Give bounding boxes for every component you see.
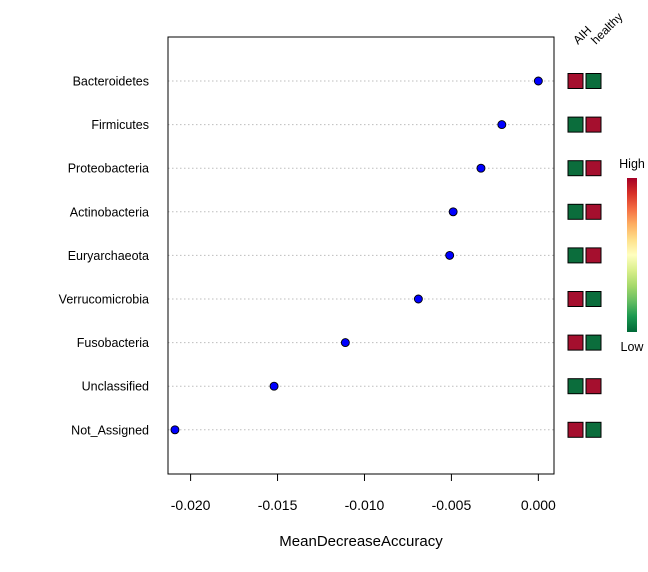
x-axis-label: MeanDecreaseAccuracy [279,533,443,550]
data-point [497,120,507,130]
y-tick-label: Fusobacteria [77,336,149,350]
x-tick-label: -0.015 [258,497,298,513]
x-tick-label: -0.005 [432,497,472,513]
y-tick-label: Firmicutes [91,118,149,132]
data-point [533,76,543,86]
y-tick-label: Not_Assigned [71,423,149,437]
heatmap-cell [585,334,602,351]
data-point [269,381,279,391]
heatmap-cell [585,160,602,177]
data-point [413,294,423,304]
heatmap-cell [567,421,584,438]
data-point [448,207,458,217]
colorbar [627,178,637,332]
data-point [445,250,455,260]
data-point [170,425,180,435]
heatmap-cell [585,116,602,133]
y-tick-label: Bacteroidetes [73,75,149,89]
y-tick-label: Actinobacteria [70,205,149,219]
heatmap-cell [585,247,602,264]
heatmap-cell [585,291,602,307]
heatmap-column-label: healthy [588,10,625,47]
heatmap-cell [567,116,584,133]
heatmap-cell [567,378,584,395]
y-tick-label: Proteobacteria [68,162,149,176]
y-tick-label: Euryarchaeota [68,249,149,263]
heatmap-cell [567,160,584,177]
colorbar-low-label: Low [621,340,645,354]
y-tick-label: Verrucomicrobia [59,293,149,307]
x-tick-label: -0.020 [171,497,211,513]
data-point [476,163,486,173]
heatmap-cell [567,291,584,307]
heatmap-cell [585,73,602,89]
heatmap-cell [585,378,602,395]
y-tick-label: Unclassified [82,380,149,394]
heatmap-cell [567,73,584,89]
heatmap-cell [567,334,584,351]
heatmap-cell [585,203,602,220]
heatmap-cell [585,421,602,438]
x-tick-label: 0.000 [521,497,556,513]
x-tick-label: -0.010 [345,497,385,513]
heatmap-cell [567,247,584,264]
heatmap-cell [567,203,584,220]
data-point [340,338,350,348]
colorbar-high-label: High [619,157,645,171]
